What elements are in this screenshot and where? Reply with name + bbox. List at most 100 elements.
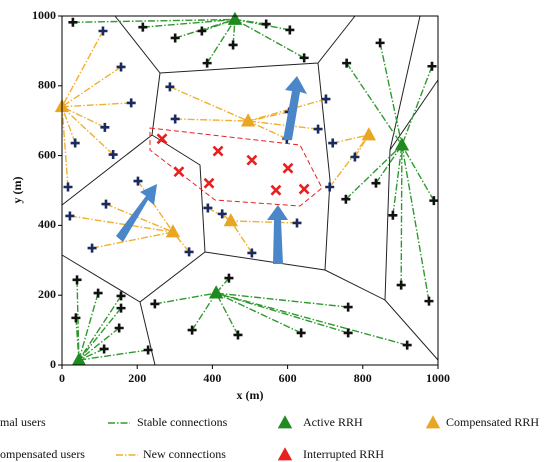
point [371,178,381,188]
point [116,303,126,313]
point [197,26,207,36]
point [394,137,410,151]
point [212,145,224,157]
y-tick-label: 0 [50,357,56,371]
arrow [283,76,307,140]
point [296,328,306,338]
connection-line [72,18,435,361]
point [133,176,143,186]
point [93,288,103,298]
point [203,177,215,189]
point [282,162,294,174]
legend-label: Active RRH [303,415,363,429]
connection-line [61,30,370,254]
point [100,122,110,132]
point [321,94,331,104]
point [361,127,377,141]
point [299,53,309,63]
arrows [116,76,307,264]
point [341,194,351,204]
cell-boundaries [61,15,439,366]
point [114,323,124,333]
point [156,133,168,145]
y-tick-label: 1000 [32,8,56,22]
point [424,296,434,306]
point [65,211,75,221]
arrow [267,205,288,264]
point [313,124,323,134]
legend-label: mal users [0,415,46,429]
point [202,58,212,68]
point [343,302,353,312]
legend-label: Stable connections [137,415,228,429]
point [70,138,80,148]
point [217,209,227,219]
x-tick-label: 800 [354,371,372,385]
plot [54,11,439,366]
point [227,11,243,25]
point [261,19,271,29]
x-axis-label: x (m) [237,388,264,402]
point [270,184,282,196]
point [292,218,302,228]
point [298,183,310,195]
point [328,138,338,148]
point [285,25,295,35]
point [246,154,258,166]
point [170,33,180,43]
legend-label: ompensated users [0,447,85,461]
point [72,275,82,285]
legend-label: New connections [143,447,226,461]
point [98,26,108,36]
x-tick-label: 0 [59,371,65,385]
point [343,328,353,338]
point [325,182,335,192]
point [388,210,398,220]
plot-frame [61,15,439,366]
point [165,82,175,92]
point [375,38,385,48]
point [87,243,97,253]
x-tick-label: 600 [279,371,297,385]
point [143,345,153,355]
legend-label: Compensated RRH [446,415,539,429]
legend-label: Interrupted RRH [303,447,384,461]
point [187,325,197,335]
x-tick-label: 1000 [426,371,450,385]
interrupted-area [149,127,323,207]
point [116,62,126,72]
point [402,340,412,350]
point [429,196,439,206]
point [184,247,194,257]
point [173,166,185,178]
point [99,344,109,354]
arrow [116,184,157,242]
x-tick-label: 400 [203,371,221,385]
point [427,61,437,71]
legend-marker [277,447,293,461]
point [208,285,224,299]
point [223,213,239,227]
legend-marker [277,415,293,429]
point [108,150,118,160]
point [63,182,73,192]
y-tick-label: 800 [38,78,56,92]
y-tick-label: 200 [38,287,56,301]
point [240,113,256,127]
x-tick-label: 200 [128,371,146,385]
y-axis-label: y (m) [10,177,24,204]
point [350,152,360,162]
point [342,58,352,68]
point [138,22,148,32]
point [247,248,257,258]
point [71,313,81,323]
point [165,224,181,238]
point [68,17,78,27]
point [396,280,406,290]
y-tick-label: 400 [38,217,56,231]
point [170,114,180,124]
point [228,40,238,50]
point [150,299,160,309]
point [233,330,243,340]
